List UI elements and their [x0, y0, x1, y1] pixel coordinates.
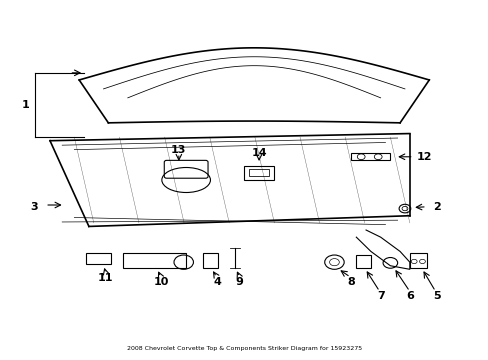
Text: 12: 12 — [416, 152, 431, 162]
Text: 3: 3 — [31, 202, 38, 212]
Text: 2008 Chevrolet Corvette Top & Components Striker Diagram for 15923275: 2008 Chevrolet Corvette Top & Components… — [127, 346, 361, 351]
Text: 1: 1 — [22, 100, 29, 110]
Text: 5: 5 — [432, 291, 440, 301]
Text: 7: 7 — [376, 291, 384, 301]
Text: 9: 9 — [235, 277, 243, 287]
Text: 4: 4 — [213, 277, 221, 287]
Text: 10: 10 — [154, 277, 169, 287]
Text: 6: 6 — [405, 291, 413, 301]
Text: 2: 2 — [432, 202, 440, 212]
Text: 14: 14 — [251, 148, 266, 158]
Text: 11: 11 — [98, 273, 113, 283]
Text: 8: 8 — [347, 277, 355, 287]
Text: 13: 13 — [171, 145, 186, 155]
